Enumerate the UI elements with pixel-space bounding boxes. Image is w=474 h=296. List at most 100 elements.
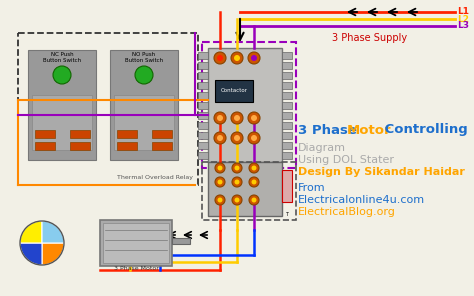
Circle shape [235, 179, 239, 184]
Circle shape [53, 66, 71, 84]
Bar [198, 102, 208, 109]
Text: L1: L1 [457, 7, 469, 17]
Bar [198, 82, 208, 89]
Bar [198, 62, 208, 69]
Circle shape [217, 135, 223, 141]
Circle shape [235, 197, 239, 202]
Circle shape [214, 112, 226, 124]
Text: Diagram: Diagram [298, 143, 346, 153]
Bar [282, 152, 292, 159]
Circle shape [235, 165, 239, 170]
Bar [282, 72, 292, 79]
Wedge shape [42, 221, 64, 243]
Circle shape [234, 135, 240, 141]
Text: 3 Phase Motor: 3 Phase Motor [114, 266, 158, 271]
Wedge shape [42, 243, 64, 265]
Bar [282, 122, 292, 129]
Circle shape [232, 195, 242, 205]
Text: Button Switch: Button Switch [43, 59, 81, 64]
Circle shape [218, 165, 222, 170]
Bar [198, 142, 208, 149]
Circle shape [248, 112, 260, 124]
Bar [172, 238, 190, 244]
Bar [117, 130, 137, 138]
Bar [202, 42, 296, 168]
Bar [100, 220, 172, 266]
Bar [18, 33, 198, 185]
Bar [282, 112, 292, 119]
Text: Using DOL Stater: Using DOL Stater [298, 155, 394, 165]
Circle shape [252, 197, 256, 202]
Bar [282, 142, 292, 149]
Bar [114, 95, 174, 150]
Text: NO Push: NO Push [132, 52, 155, 57]
Text: T: T [285, 212, 289, 216]
Bar [198, 52, 208, 59]
Bar [32, 95, 92, 150]
Bar [215, 80, 253, 102]
Bar [35, 142, 55, 150]
Text: Thermal Overload Relay: Thermal Overload Relay [117, 176, 193, 181]
Circle shape [215, 163, 225, 173]
Circle shape [249, 177, 259, 187]
Bar [208, 48, 282, 162]
Bar [208, 162, 282, 216]
Circle shape [249, 195, 259, 205]
Text: From: From [298, 183, 326, 193]
Bar [152, 130, 172, 138]
Bar [282, 82, 292, 89]
Bar [282, 92, 292, 99]
Bar [202, 162, 296, 220]
Text: NC Push: NC Push [51, 52, 73, 57]
Bar [198, 72, 208, 79]
Text: 3 Phase Supply: 3 Phase Supply [332, 33, 408, 43]
Circle shape [248, 132, 260, 144]
Bar [198, 92, 208, 99]
Circle shape [232, 163, 242, 173]
Circle shape [231, 112, 243, 124]
Bar [282, 52, 292, 59]
Circle shape [214, 52, 226, 64]
Bar [70, 142, 90, 150]
Text: ElectricalBlog.org: ElectricalBlog.org [298, 207, 396, 217]
Bar [117, 142, 137, 150]
Text: 3 Phase: 3 Phase [298, 123, 362, 136]
Circle shape [252, 179, 256, 184]
Text: Contactor: Contactor [220, 89, 247, 94]
Bar [282, 170, 292, 202]
Circle shape [214, 132, 226, 144]
Circle shape [249, 163, 259, 173]
Text: Motor: Motor [347, 123, 392, 136]
Circle shape [234, 55, 240, 61]
Circle shape [217, 115, 223, 121]
Bar [28, 50, 96, 160]
Text: Button Switch: Button Switch [125, 59, 163, 64]
Bar [35, 130, 55, 138]
Text: L3: L3 [457, 22, 469, 30]
Bar [282, 62, 292, 69]
Bar [282, 132, 292, 139]
Circle shape [252, 165, 256, 170]
Circle shape [135, 66, 153, 84]
Circle shape [217, 55, 223, 61]
Wedge shape [20, 221, 42, 243]
Text: L2: L2 [457, 15, 469, 23]
Circle shape [251, 55, 257, 61]
Bar [152, 142, 172, 150]
Circle shape [248, 52, 260, 64]
Circle shape [251, 115, 257, 121]
Bar [59, 68, 65, 76]
Circle shape [251, 135, 257, 141]
Circle shape [215, 195, 225, 205]
Circle shape [215, 177, 225, 187]
Circle shape [234, 115, 240, 121]
Text: Controlling: Controlling [380, 123, 468, 136]
Circle shape [218, 179, 222, 184]
Wedge shape [20, 243, 42, 265]
Bar [110, 50, 178, 160]
Circle shape [218, 197, 222, 202]
Bar [282, 102, 292, 109]
Circle shape [231, 132, 243, 144]
Bar [198, 152, 208, 159]
Bar [198, 112, 208, 119]
